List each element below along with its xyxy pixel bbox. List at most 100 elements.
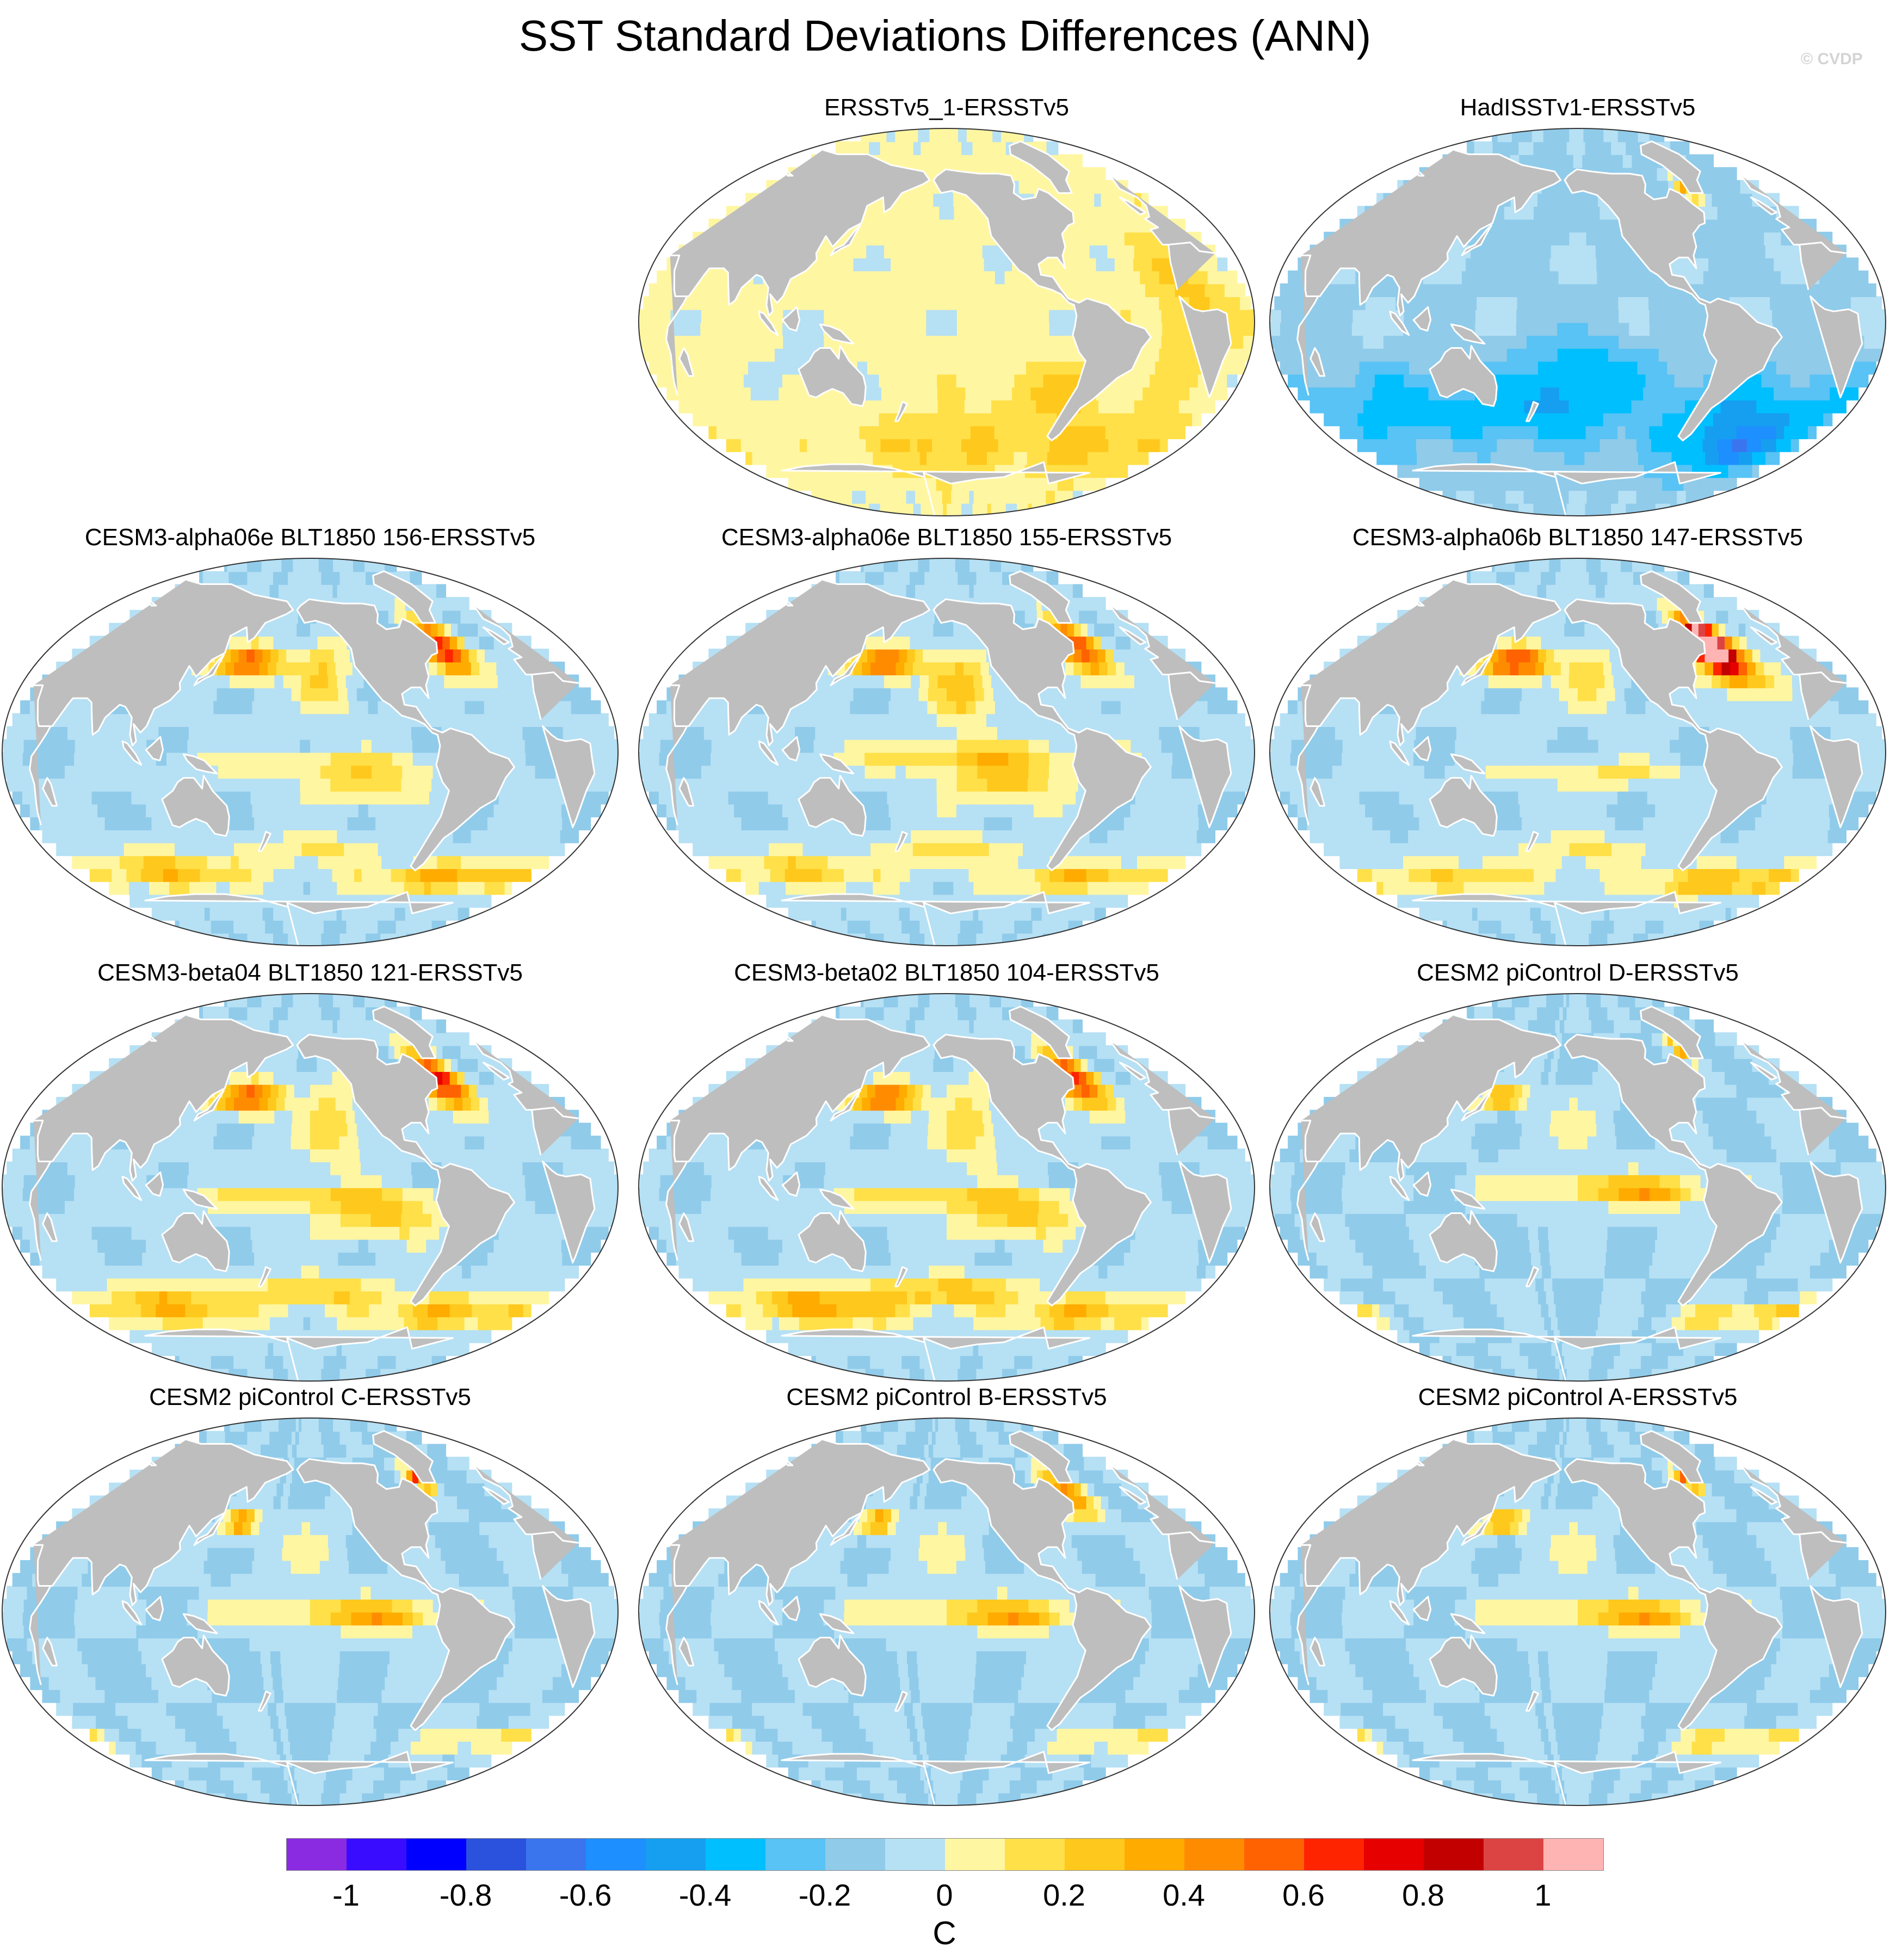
land-borneo [1412,1171,1432,1197]
sst-difference-map [2,993,619,1382]
land-sumatra [758,1175,779,1201]
land-americas [296,1458,515,1731]
sst-difference-map [638,558,1255,946]
sst-difference-map [2,1417,619,1806]
colorbar-tick-label: 0.6 [1265,1877,1342,1913]
colorbar-swatch [945,1839,1005,1870]
globe-outline [2,558,619,946]
colorbar-tick-label: 0.8 [1385,1877,1461,1913]
land-africa [1296,242,1863,398]
land-australia [161,775,230,837]
land-sumatra [1389,740,1410,766]
globe-outline [2,1417,619,1806]
land-borneo [1412,736,1432,762]
land-africa [29,1531,596,1688]
land-americas [932,168,1152,442]
land-australia [798,345,867,407]
land-greenland [1009,1430,1073,1484]
map-panel: CESM2 piControl A-ERSSTv5 [1268,1382,1888,1812]
colorbar-swatch [1065,1839,1125,1870]
map-panel: CESM2 piControl B-ERSSTv5 [637,1382,1257,1812]
land-uk [1119,196,1147,215]
colorbar-tick-label: -0.2 [787,1877,863,1913]
land-eurasia [33,1014,579,1182]
land-uk [482,626,510,645]
globe-outline [1269,558,1886,946]
panel-title: CESM3-alpha06e BLT1850 156-ERSSTv5 [0,522,620,553]
panel-title: ERSSTv5_1-ERSSTv5 [637,93,1257,123]
land-antarctica [144,1751,454,1805]
land-americas [1564,1033,1783,1307]
land-borneo [781,1171,801,1197]
land-japan [830,654,862,686]
land-africa [665,1531,1232,1688]
land-greenland [372,1006,436,1059]
land-sumatra [121,1600,143,1626]
land-sumatra [1389,1175,1410,1201]
land-borneo [781,306,801,332]
land-eurasia [670,149,1215,317]
land-antarctica [781,891,1091,946]
sst-difference-map [638,993,1255,1382]
colorbar-swatch [765,1839,825,1870]
globe-outline [638,993,1255,1382]
land-madagascar [42,1637,58,1667]
colorbar-swatch [1364,1839,1424,1870]
land-madagascar [1310,1637,1326,1667]
sst-difference-map [638,1417,1255,1806]
figure-title: SST Standard Deviations Differences (ANN… [0,10,1890,62]
map-panel: CESM3-beta04 BLT1850 121-ERSSTv5 [0,958,620,1388]
map-panel: CESM3-alpha06b BLT1850 147-ERSSTv5 [1268,522,1888,952]
globe-outline [1269,128,1886,516]
colorbar-swatch [1125,1839,1184,1870]
land-borneo [145,1595,164,1622]
land-greenland [1640,1430,1704,1484]
panel-title: CESM2 piControl A-ERSSTv5 [1268,1382,1888,1413]
land-americas [296,1033,515,1307]
land-uk [1750,196,1778,215]
land-borneo [145,1171,164,1197]
land-australia [161,1210,230,1272]
colorbar-swatch [706,1839,765,1870]
colorbar-swatch [1543,1839,1603,1870]
land-greenland [1640,1006,1704,1059]
colorbar-swatch [347,1839,406,1870]
map-panel: CESM3-alpha06e BLT1850 156-ERSSTv5 [0,522,620,952]
land-uk [1750,1486,1778,1505]
land-africa [665,671,1232,828]
colorbar-swatch [586,1839,646,1870]
land-new-zealand [894,1266,908,1287]
colorbar-swatch [825,1839,885,1870]
land-greenland [1009,1006,1073,1059]
colorbar-tick-label: 0 [906,1877,983,1913]
land-antarctica [1412,891,1722,946]
land-new-guinea [819,1188,855,1210]
land-australia [1429,1635,1498,1697]
land-africa [1296,1107,1863,1263]
sst-difference-map [638,128,1255,516]
land-madagascar [678,1212,695,1242]
colorbar-swatch [526,1839,586,1870]
land-borneo [145,736,164,762]
globe-outline [638,558,1255,946]
land-madagascar [42,777,58,807]
land-australia [798,775,867,837]
land-antarctica [1412,1751,1722,1805]
land-americas [932,1033,1152,1307]
land-madagascar [678,777,695,807]
land-greenland [1009,140,1073,194]
panel-title: CESM3-beta02 BLT1850 104-ERSSTv5 [637,958,1257,988]
sst-difference-map [1269,128,1886,516]
land-new-zealand [894,1690,908,1712]
land-greenland [1640,140,1704,194]
land-uk [482,1062,510,1081]
colorbar-swatch [1005,1839,1065,1870]
land-new-zealand [258,830,271,852]
land-new-zealand [894,830,908,852]
land-new-guinea [1450,753,1486,775]
globe-outline [638,1417,1255,1806]
land-greenland [1009,570,1073,624]
land-antarctica [781,461,1091,516]
colorbar-swatch [1184,1839,1244,1870]
sst-difference-map [2,558,619,946]
